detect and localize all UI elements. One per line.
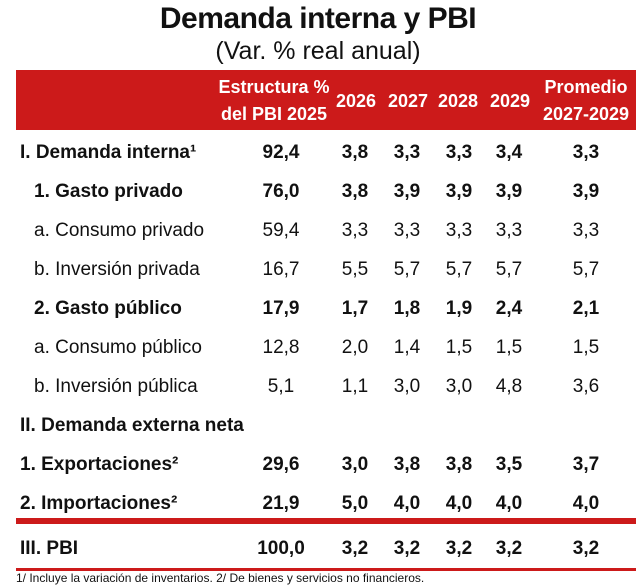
cell-year-value: 3,3 [393,142,421,163]
header-average-line2: 2027-2029 [542,104,630,124]
row-label: 2. Importaciones² [20,493,178,514]
table-row: 1. Gasto privado 76,0 3,8 3,9 3,9 3,9 3,9 [16,173,636,211]
cell-year-value: 4,0 [393,493,421,514]
cell-average: 4,0 [572,493,600,514]
row-label: 1. Gasto privado [34,181,183,202]
cell-average: 1,5 [572,337,600,358]
cell-structure: 17,9 [262,298,300,319]
cell-structure: 21,9 [262,493,300,514]
cell-year-value: 3,2 [393,538,421,559]
header-2026: 2026 [335,91,377,111]
row-label: b. Inversión privada [34,259,200,280]
cell-structure: 12,8 [262,337,300,358]
table-row: III. PBI 100,0 3,2 3,2 3,2 3,2 3,2 [16,530,636,568]
cell-average: 3,3 [572,142,600,163]
header-2028: 2028 [437,91,479,111]
header-average-line1: Promedio [544,77,628,97]
cell-year-value: 3,3 [495,220,523,241]
cell-year-value: 3,0 [445,376,473,397]
header-2027: 2027 [387,91,429,111]
cell-year-value: 4,0 [445,493,473,514]
cell-year-value: 5,7 [393,259,421,280]
table-bottom-line [16,568,636,571]
table-header: Estructura % del PBI 2025 2026 2027 2028… [16,70,636,130]
cell-year-value: 5,7 [495,259,523,280]
cell-structure: 76,0 [262,181,300,202]
table-row: a. Consumo público 12,8 2,0 1,4 1,5 1,5 1,5 [16,329,636,367]
header-average: Promedio 2027-2029 [536,76,636,125]
row-label: 1. Exportaciones² [20,454,179,475]
cell-year-value: 3,9 [495,181,523,202]
cell-average: 5,7 [572,259,600,280]
cell-average: 3,6 [572,376,600,397]
cell-year-value: 1,5 [445,337,473,358]
cell-year-value: 5,7 [445,259,473,280]
cell-year-value: 3,9 [393,181,421,202]
cell-year-value: 2,4 [495,298,523,319]
table-title: Demanda interna y PBI [159,2,477,35]
cell-year-value: 3,2 [341,538,369,559]
cell-structure: 29,6 [262,454,300,475]
row-label: 2. Gasto público [34,298,182,319]
cell-year-value: 5,5 [341,259,369,280]
cell-year-value: 1,1 [341,376,369,397]
cell-structure: 59,4 [262,220,300,241]
header-2029: 2029 [489,91,531,111]
cell-year-value: 4,0 [495,493,523,514]
cell-year-value: 3,2 [445,538,473,559]
cell-average: 3,9 [572,181,600,202]
cell-year-value: 3,8 [341,181,369,202]
row-label: III. PBI [20,538,79,559]
header-structure-line2: del PBI 2025 [220,104,328,124]
cell-year-value: 1,5 [495,337,523,358]
pbi-separator-line [16,518,636,524]
cell-year-value: 3,9 [445,181,473,202]
cell-year-value: 5,0 [341,493,369,514]
table-row: II. Demanda externa neta [16,407,636,445]
cell-average: 2,1 [572,298,600,319]
table-row: b. Inversión privada 16,7 5,5 5,7 5,7 5,7 5,7 [16,251,636,289]
cell-year-value: 4,8 [495,376,523,397]
cell-year-value: 3,5 [495,454,523,475]
cell-average: 3,7 [572,454,600,475]
cell-year-value: 3,0 [341,454,369,475]
table-subtitle: (Var. % real anual) [215,37,421,65]
cell-year-value: 3,8 [341,142,369,163]
cell-year-value: 1,7 [341,298,369,319]
cell-year-value: 3,4 [495,142,523,163]
table-row: 2. Importaciones² 21,9 5,0 4,0 4,0 4,0 4,0 [16,485,636,523]
cell-year-value: 3,0 [393,376,421,397]
row-label: II. Demanda externa neta [20,415,244,436]
table-row: a. Consumo privado 59,4 3,3 3,3 3,3 3,3 3,3 [16,212,636,250]
table-row: I. Demanda interna¹ 92,4 3,8 3,3 3,3 3,4 3,3 [16,134,636,172]
table-row: 1. Exportaciones² 29,6 3,0 3,8 3,8 3,5 3,7 [16,446,636,484]
cell-year-value: 2,0 [341,337,369,358]
cell-year-value: 3,8 [445,454,473,475]
cell-year-value: 3,3 [341,220,369,241]
cell-average: 3,3 [572,220,600,241]
row-label: a. Consumo público [34,337,202,358]
cell-year-value: 1,9 [445,298,473,319]
cell-structure: 5,1 [267,376,295,397]
table-row: 2. Gasto público 17,9 1,7 1,8 1,9 2,4 2,1 [16,290,636,328]
cell-year-value: 3,3 [445,220,473,241]
cell-structure: 92,4 [262,142,300,163]
cell-year-value: 3,3 [393,220,421,241]
cell-structure: 100,0 [257,538,305,559]
footnote: 1/ Incluye la variación de inventarios. … [16,571,425,585]
cell-year-value: 1,4 [393,337,421,358]
cell-year-value: 1,8 [393,298,421,319]
header-structure: Estructura % del PBI 2025 [212,76,336,125]
header-structure-line1: Estructura % [218,77,330,97]
cell-year-value: 3,3 [445,142,473,163]
row-label: I. Demanda interna¹ [20,142,197,163]
cell-year-value: 3,2 [495,538,523,559]
row-label: b. Inversión pública [34,376,198,397]
row-label: a. Consumo privado [34,220,205,241]
cell-year-value: 3,8 [393,454,421,475]
cell-structure: 16,7 [262,259,300,280]
cell-average: 3,2 [572,538,600,559]
table-row: b. Inversión pública 5,1 1,1 3,0 3,0 4,8 3,6 [16,368,636,406]
